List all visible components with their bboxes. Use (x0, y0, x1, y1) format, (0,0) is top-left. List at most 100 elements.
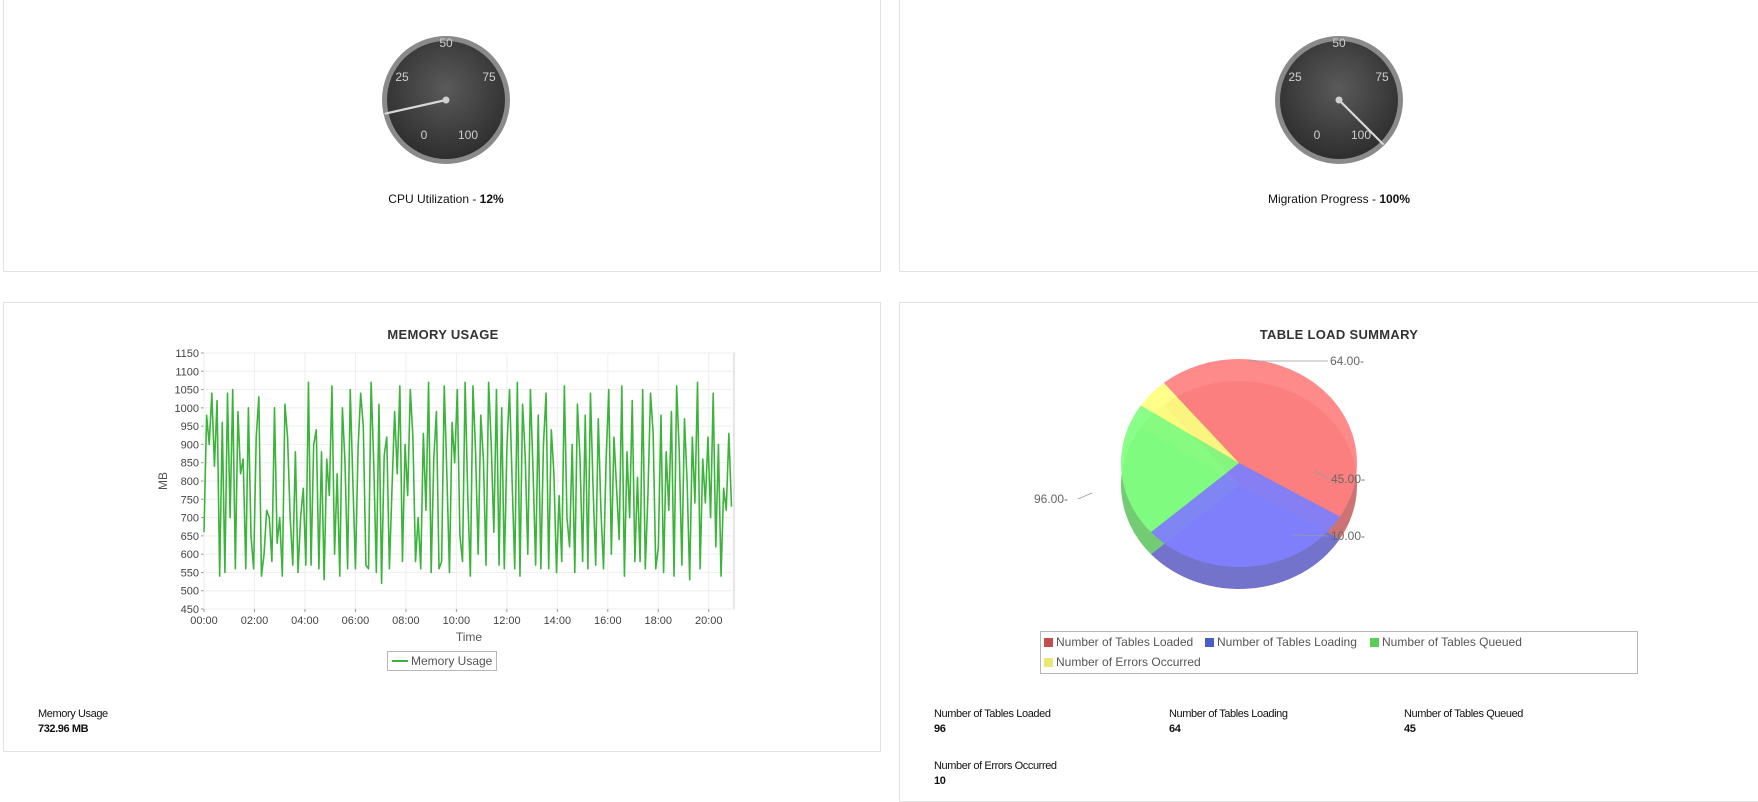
cpu-gauge-value: 12% (479, 192, 504, 206)
memory-usage-stat-label: Memory Usage (38, 708, 108, 720)
memory-x-tick-06:00: 06:00 (342, 615, 370, 627)
migration-gauge-label: Migration Progress - (1267, 192, 1380, 206)
memory-y-tick-1150: 1150 (175, 348, 199, 360)
legend-label-tables-queued: Number of Tables Queued (1382, 635, 1522, 649)
pie-leader-3 (1291, 534, 1330, 537)
memory-y-tick-750: 750 (181, 494, 199, 506)
stat-tables-queued-label: Number of Tables Queued (1404, 708, 1524, 720)
table-chart-legend: Number of Tables Loaded Number of Tables… (1040, 631, 1638, 674)
memory-y-tick-1100: 1100 (175, 366, 199, 378)
memory-x-tick-00:00: 00:00 (190, 615, 218, 627)
stat-errors-occurred-label: Number of Errors Occurred (934, 760, 1057, 772)
pie-value-label-3: 10.00- (1331, 529, 1365, 543)
memory-y-tick-450: 450 (181, 604, 199, 616)
pie-leader-2 (1314, 470, 1330, 480)
cpu-gauge-tick-50: 50 (439, 36, 453, 50)
pie-value-label-0: 96.00- (1034, 492, 1068, 506)
memory-legend-label: Memory Usage (411, 654, 493, 668)
cpu-gauge-hub (442, 96, 450, 104)
cpu-gauge-caption: CPU Utilization - 12% (296, 192, 596, 206)
stat-errors-occurred: Number of Errors Occurred 10 (934, 760, 1057, 787)
cpu-gauge-tick-100: 100 (458, 128, 478, 142)
memory-chart-title: MEMORY USAGE (387, 327, 499, 342)
legend-label-tables-loading: Number of Tables Loading (1217, 635, 1357, 649)
memory-y-tick-550: 550 (181, 567, 199, 579)
cpu-utilization-panel: 0 25 50 75 100 CPU Utilization - 12% (3, 0, 881, 272)
stat-tables-loading-label: Number of Tables Loading (1169, 708, 1288, 720)
stat-tables-loaded: Number of Tables Loaded 96 (934, 708, 1051, 735)
migration-progress-panel: 0 25 50 75 100 Migration Progress - 100% (899, 0, 1758, 272)
pie-slice-3 (1140, 382, 1239, 463)
migration-gauge-tick-25: 25 (1288, 70, 1302, 84)
memory-line-chart: 450 500 550 600 650 700 750 800 850 900 950 1000 105… (156, 348, 735, 644)
memory-legend: Memory Usage (387, 651, 498, 671)
migration-gauge: 0 25 50 75 100 (1275, 36, 1403, 164)
stat-tables-loaded-value: 96 (934, 723, 946, 735)
memory-usage-stat-value: 732.96 MB (38, 723, 89, 735)
memory-y-tick-650: 650 (181, 531, 199, 543)
memory-y-axis-label: MB (156, 472, 170, 490)
stat-tables-loading: Number of Tables Loading 64 (1169, 708, 1288, 735)
migration-gauge-needle (1337, 98, 1384, 145)
stat-tables-queued-value: 45 (1404, 723, 1416, 735)
memory-y-tick-800: 800 (181, 476, 199, 488)
migration-gauge-tick-0: 0 (1314, 128, 1321, 142)
memory-y-tick-850: 850 (181, 458, 199, 470)
memory-legend-line (392, 660, 408, 662)
memory-y-tick-600: 600 (181, 549, 199, 561)
migration-gauge-hub (1335, 96, 1343, 104)
memory-usage-stat: Memory Usage 732.96 MB (38, 708, 108, 735)
cpu-gauge: 0 25 50 75 100 (382, 36, 510, 164)
legend-item-tables-loading: Number of Tables Loading (1205, 635, 1357, 649)
memory-y-tick-700: 700 (181, 513, 199, 525)
pie-slice-2 (1121, 405, 1239, 533)
memory-y-tick-1050: 1050 (175, 385, 199, 397)
pie-slice-1 (1150, 463, 1340, 568)
pie-leader-0 (1077, 492, 1093, 500)
legend-label-errors-occurred: Number of Errors Occurred (1056, 655, 1201, 669)
legend-item-tables-queued: Number of Tables Queued (1370, 635, 1522, 649)
stat-tables-loading-value: 64 (1169, 723, 1181, 735)
migration-gauge-value: 100% (1379, 192, 1411, 206)
migration-gauge-tick-75: 75 (1375, 70, 1389, 84)
legend-swatch-tables-loaded (1044, 638, 1053, 647)
memory-x-tick-08:00: 08:00 (392, 615, 420, 627)
pie-value-label-2: 45.00- (1331, 472, 1365, 486)
cpu-gauge-tick-75: 75 (482, 70, 496, 84)
memory-x-tick-04:00: 04:00 (291, 615, 319, 627)
memory-x-tick-16:00: 16:00 (594, 615, 622, 627)
memory-x-tick-12:00: 12:00 (493, 615, 521, 627)
pie-value-label-1: 64.00- (1330, 354, 1364, 368)
cpu-gauge-needle (384, 98, 448, 115)
table-chart-title: TABLE LOAD SUMMARY (1259, 327, 1419, 342)
memory-x-tick-18:00: 18:00 (645, 615, 673, 627)
memory-y-tick-950: 950 (181, 421, 199, 433)
stat-tables-queued: Number of Tables Queued 45 (1404, 708, 1523, 735)
memory-usage-line (203, 381, 733, 585)
legend-swatch-errors-occurred (1044, 658, 1053, 667)
cpu-gauge-label: CPU Utilization - (388, 192, 480, 206)
memory-usage-panel: MEMORY USAGE 450 500 550 600 650 700 750 800 850… (3, 302, 881, 752)
migration-gauge-caption: Migration Progress - 100% (1189, 192, 1489, 206)
migration-gauge-tick-50: 50 (1332, 36, 1346, 50)
memory-y-tick-900: 900 (181, 439, 199, 451)
memory-x-tick-14:00: 14:00 (544, 615, 572, 627)
table-load-pie-chart: 96.00- 64.00- 45.00- 10.00- (1034, 354, 1365, 589)
cpu-gauge-tick-25: 25 (395, 70, 409, 84)
legend-label-tables-loaded: Number of Tables Loaded (1056, 635, 1194, 649)
memory-y-tick-500: 500 (181, 586, 199, 598)
migration-gauge-tick-100: 100 (1351, 128, 1371, 142)
memory-y-tick-1000: 1000 (175, 403, 199, 415)
pie-slice-0 (1163, 359, 1357, 517)
memory-x-axis-label: Time (456, 630, 483, 644)
legend-item-errors-occurred: Number of Errors Occurred (1044, 655, 1201, 669)
legend-swatch-tables-loading (1205, 638, 1214, 647)
stat-errors-occurred-value: 10 (934, 775, 946, 787)
stat-tables-loaded-label: Number of Tables Loaded (934, 708, 1051, 720)
cpu-gauge-tick-0: 0 (421, 128, 428, 142)
memory-x-tick-02:00: 02:00 (241, 615, 269, 627)
memory-x-tick-20:00: 20:00 (695, 615, 723, 627)
memory-x-tick-10:00: 10:00 (443, 615, 471, 627)
legend-item-tables-loaded: Number of Tables Loaded (1044, 635, 1193, 649)
table-load-summary-panel: TABLE LOAD SUMMARY 96.00- 64.00- 45.00- 10.… (899, 302, 1758, 802)
